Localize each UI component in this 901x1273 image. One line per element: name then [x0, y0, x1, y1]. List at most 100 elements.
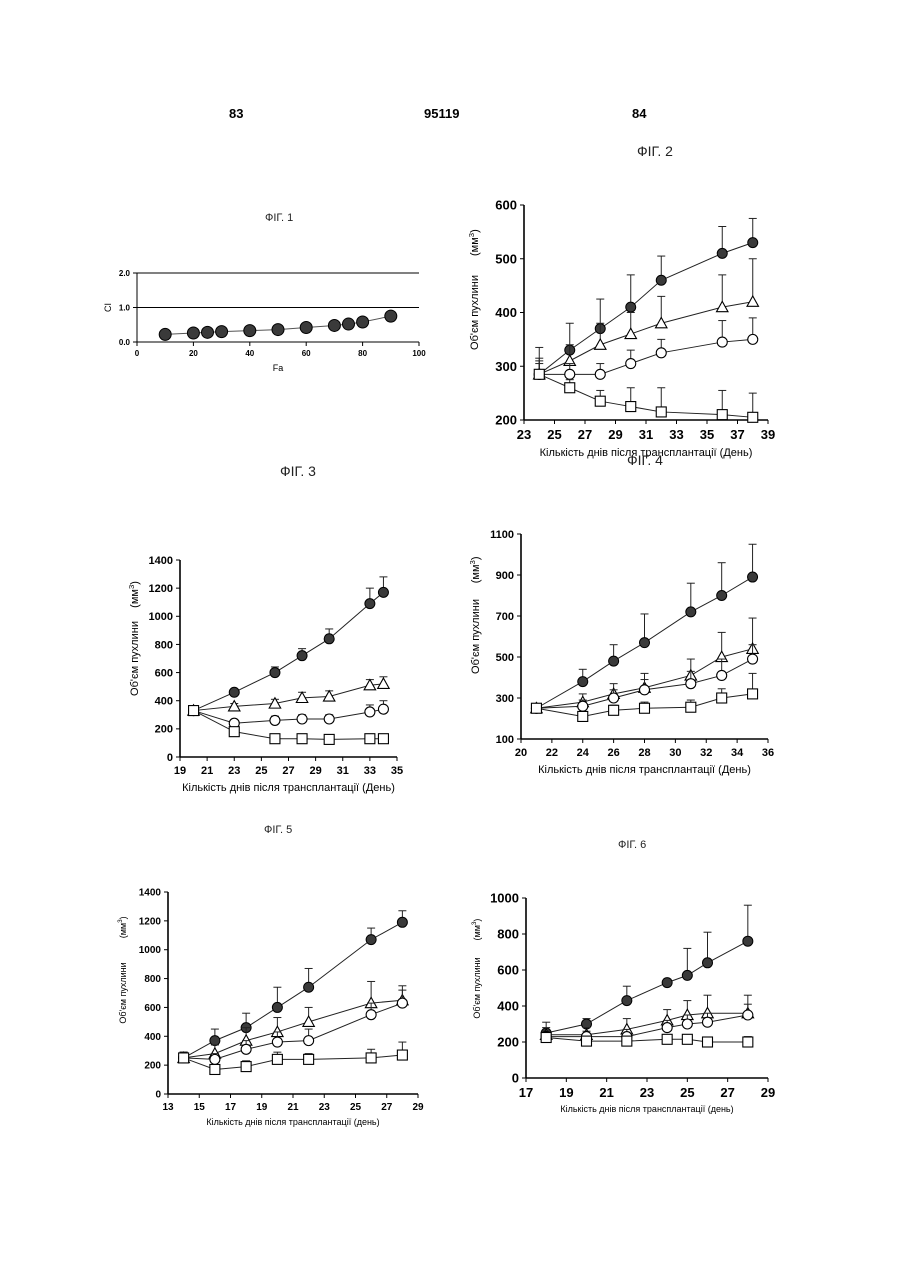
data-point [270, 668, 280, 678]
y-tick-label: 1400 [149, 555, 173, 567]
data-point [210, 1036, 220, 1046]
x-tick-label: 25 [680, 1085, 694, 1100]
y-axis-unit: (мм3) [467, 229, 481, 256]
data-point [159, 328, 171, 340]
y-unit-close: ) [472, 919, 482, 922]
data-point [626, 359, 636, 369]
data-point [717, 248, 727, 258]
data-point [609, 656, 619, 666]
data-point [717, 670, 727, 680]
data-point [189, 706, 199, 716]
data-point [365, 707, 375, 717]
x-axis-label: Кількість днів після трансплантації (Ден… [538, 764, 751, 776]
data-point [595, 396, 605, 406]
data-point [578, 677, 588, 687]
y-unit-base: (мм [118, 923, 128, 938]
data-point [397, 1050, 407, 1060]
x-tick-label: 31 [337, 765, 349, 777]
figure-5: ФІГ. 51315171921232527290200400600800100… [117, 824, 424, 1127]
data-point [297, 734, 307, 744]
x-tick-label: 17 [225, 1102, 237, 1113]
x-tick-label: 25 [350, 1102, 362, 1113]
data-point [272, 1037, 282, 1047]
data-point [365, 599, 375, 609]
figure-1: ФІГ. 10204060801000.01.02.0FaCI [103, 212, 426, 373]
data-point [743, 936, 753, 946]
data-point [640, 703, 650, 713]
data-point [626, 302, 636, 312]
data-point [640, 638, 650, 648]
y-tick-label: 700 [496, 611, 514, 623]
y-tick-label: 1.0 [119, 303, 131, 312]
x-tick-label: 29 [608, 427, 622, 442]
data-point [626, 402, 636, 412]
y-tick-label: 800 [155, 639, 173, 651]
x-tick-label: 33 [669, 427, 683, 442]
data-point [328, 319, 340, 331]
data-point [303, 1016, 315, 1026]
y-tick-label: 400 [155, 696, 173, 708]
y-axis-unit: (мм3) [468, 557, 482, 584]
data-point [272, 1054, 282, 1064]
data-point [324, 734, 334, 744]
data-point [609, 693, 619, 703]
x-tick-label: 32 [700, 747, 712, 759]
x-tick-label: 19 [559, 1085, 573, 1100]
series-line [194, 684, 384, 711]
data-point [717, 337, 727, 347]
data-point [662, 1023, 672, 1033]
data-point [748, 654, 758, 664]
data-point [378, 734, 388, 744]
y-axis-label: CI [103, 303, 113, 312]
x-tick-label: 19 [174, 765, 186, 777]
data-point [397, 917, 407, 927]
data-point [378, 678, 390, 688]
data-point [565, 383, 575, 393]
y-tick-label: 600 [155, 667, 173, 679]
figure-title: ФІГ. 3 [280, 463, 316, 479]
figure-2: ФІГ. 2232527293133353739200300400500600К… [467, 143, 775, 459]
x-tick-label: 30 [669, 747, 681, 759]
data-point [323, 691, 335, 701]
x-tick-label: 23 [228, 765, 240, 777]
y-unit-close: ) [129, 581, 141, 585]
x-tick-label: 60 [302, 349, 311, 358]
data-point [534, 369, 544, 379]
y-tick-label: 200 [497, 1035, 519, 1050]
x-tick-label: 19 [256, 1102, 268, 1113]
data-point [202, 326, 214, 338]
data-point [229, 727, 239, 737]
figure-title: ФІГ. 5 [264, 824, 292, 836]
y-unit-base: (мм [470, 564, 482, 583]
data-point [748, 334, 758, 344]
series-open-square [189, 706, 389, 745]
y-unit-close: ) [118, 916, 128, 919]
y-unit-base: (мм [129, 589, 141, 608]
data-point [397, 998, 407, 1008]
x-tick-label: 26 [608, 747, 620, 759]
series-open-triangle [540, 995, 753, 1039]
data-point [748, 238, 758, 248]
data-point [743, 1010, 753, 1020]
x-tick-label: 37 [730, 427, 744, 442]
data-point [686, 679, 696, 689]
y-tick-label: 600 [495, 198, 517, 213]
y-tick-label: 200 [144, 1061, 161, 1072]
series-filled-circle [159, 310, 397, 340]
data-point [229, 687, 239, 697]
y-tick-label: 400 [497, 999, 519, 1014]
y-tick-label: 0 [512, 1071, 519, 1086]
figure-title: ФІГ. 6 [618, 839, 646, 851]
data-point [717, 591, 727, 601]
data-point [748, 572, 758, 582]
y-tick-label: 100 [496, 734, 514, 746]
data-point [748, 412, 758, 422]
y-tick-label: 600 [497, 963, 519, 978]
data-point [656, 275, 666, 285]
series-line [546, 1013, 748, 1035]
data-point [378, 587, 388, 597]
x-tick-label: 21 [201, 765, 213, 777]
data-point [582, 1036, 592, 1046]
series-filled-circle [534, 218, 758, 379]
data-point [625, 328, 637, 338]
